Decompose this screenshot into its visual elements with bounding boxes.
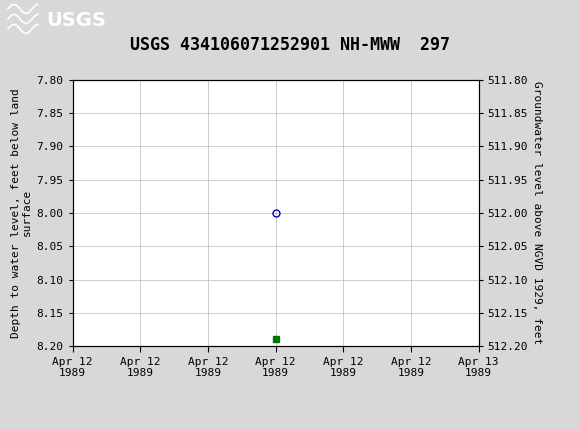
Text: USGS 434106071252901 NH-MWW  297: USGS 434106071252901 NH-MWW 297 xyxy=(130,36,450,54)
Text: USGS: USGS xyxy=(46,12,106,31)
Y-axis label: Depth to water level, feet below land
surface: Depth to water level, feet below land su… xyxy=(10,88,32,338)
Y-axis label: Groundwater level above NGVD 1929, feet: Groundwater level above NGVD 1929, feet xyxy=(532,81,542,344)
